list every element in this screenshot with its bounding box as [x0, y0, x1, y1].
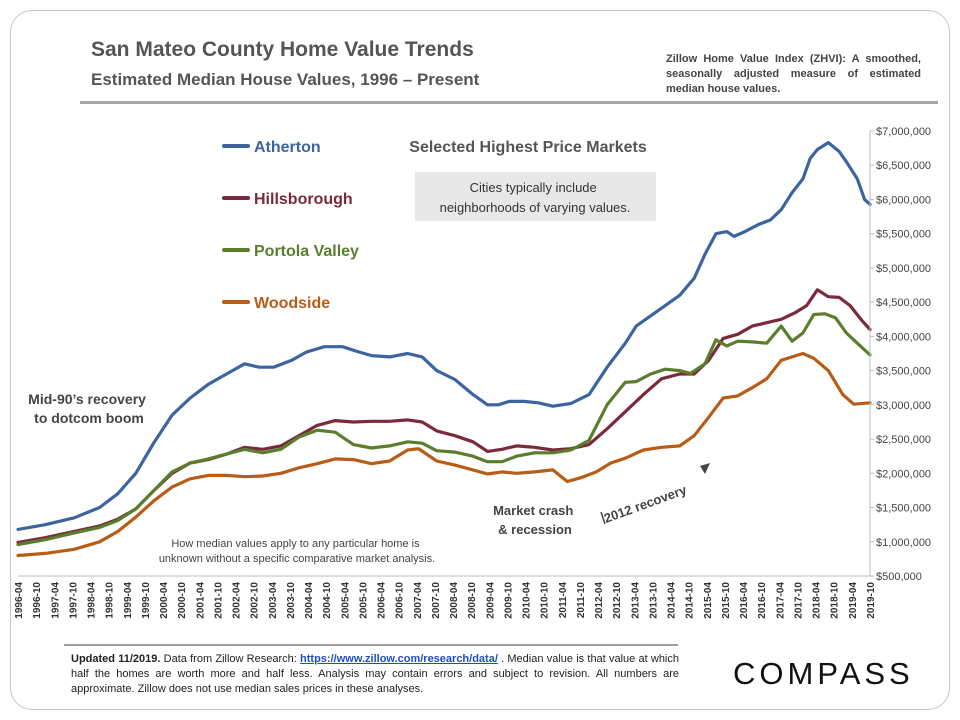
recovery-bar	[600, 511, 606, 525]
x-tick-label: 2013-04	[630, 582, 641, 619]
x-tick-label: 2011-04	[558, 582, 569, 619]
x-tick-label: 2018-10	[830, 582, 841, 619]
x-tick-label: 2011-10	[576, 582, 587, 619]
x-tick-label: 2010-04	[522, 582, 533, 619]
y-tick-label: $2,500,000	[876, 434, 931, 446]
x-tick-label: 2007-10	[431, 582, 442, 619]
x-tick-label: 2003-10	[286, 582, 297, 619]
y-tick-label: $7,000,000	[876, 126, 931, 138]
x-tick-label: 2014-10	[685, 582, 696, 619]
x-tick-label: 1999-04	[123, 582, 134, 619]
callout-text: Cities typically include neighborhoods o…	[440, 180, 631, 215]
legend: Atherton Hillsborough Portola Valley Woodsi…	[222, 139, 359, 312]
x-tick-label: 2012-10	[612, 582, 623, 619]
annotation-dotcom: Mid-90’s recovery to dotcom boom	[28, 391, 150, 426]
y-tick-label: $6,000,000	[876, 194, 931, 206]
x-tick-label: 2003-04	[268, 582, 279, 619]
footer-updated: Updated 11/2019.	[71, 653, 161, 665]
x-tick-label: 2007-04	[413, 582, 424, 619]
x-tick-label: 2004-10	[322, 582, 333, 619]
x-tick-label: 2014-04	[667, 582, 678, 619]
x-tick-label: 1997-04	[50, 582, 61, 619]
x-tick-label: 2004-04	[304, 582, 315, 619]
x-tick-label: 1997-10	[68, 582, 79, 619]
x-axis: 1996-04 1996-10 1997-04 1997-10 1998-04 1998-…	[14, 575, 877, 619]
x-tick-label: 2013-10	[649, 582, 660, 619]
x-tick-label: 2018-04	[812, 582, 823, 619]
x-tick-label: 2019-10	[866, 582, 877, 619]
y-tick-label: $3,000,000	[876, 400, 931, 412]
y-tick-label: $2,000,000	[876, 468, 931, 480]
y-axis: $500,000 $1,000,000 $1,500,000 $2,000,000 $2…	[869, 126, 931, 583]
footer-divider	[64, 644, 678, 646]
x-tick-label: 2001-04	[195, 582, 206, 619]
header-divider	[80, 101, 938, 104]
x-tick-label: 2006-10	[395, 582, 406, 619]
legend-label: Woodside	[254, 295, 330, 312]
slide-frame	[10, 10, 950, 710]
zillow-data-link[interactable]: https://www.zillow.com/research/data/	[300, 653, 498, 665]
y-tick-label: $1,500,000	[876, 503, 931, 515]
x-tick-label: 2000-10	[177, 582, 188, 619]
page-subtitle: Estimated Median House Values, 1996 – Pr…	[91, 70, 480, 89]
annotation-crash: Market crash & recession	[493, 503, 577, 537]
disclaimer-bg	[130, 533, 464, 569]
x-tick-label: 1998-04	[87, 582, 98, 619]
compass-logo: COMPASS	[733, 656, 914, 691]
series-line-woodside	[16, 351, 872, 558]
page-title: San Mateo County Home Value Trends	[91, 38, 474, 61]
y-tick-label: $5,500,000	[876, 229, 931, 241]
x-tick-label: 2016-04	[739, 582, 750, 619]
annotation-disclaimer: How median values apply to any particula…	[159, 538, 435, 565]
series-layer	[16, 141, 872, 558]
x-tick-label: 1998-10	[105, 582, 116, 619]
x-tick-label: 2017-10	[794, 582, 805, 619]
x-tick-label: 2016-10	[757, 582, 768, 619]
legend-label: Atherton	[254, 139, 321, 156]
x-tick-label: 2001-10	[213, 582, 224, 619]
x-tick-label: 2009-04	[485, 582, 496, 619]
y-tick-label: $3,500,000	[876, 366, 931, 378]
x-tick-label: 2010-10	[540, 582, 551, 619]
crash-label-bg	[480, 496, 600, 542]
x-tick-label: 2019-04	[848, 582, 859, 619]
recovery-arrow-icon	[700, 463, 710, 474]
x-tick-label: 1996-04	[14, 582, 25, 619]
y-tick-label: $4,000,000	[876, 331, 931, 343]
x-tick-label: 2002-04	[232, 582, 243, 619]
y-tick-label: $5,000,000	[876, 263, 931, 275]
y-tick-label: $6,500,000	[876, 160, 931, 172]
series-line-hillsborough	[16, 288, 872, 545]
x-tick-label: 2008-04	[449, 582, 460, 619]
x-tick-label: 1996-10	[32, 582, 43, 619]
x-tick-label: 2015-04	[703, 582, 714, 619]
x-tick-label: 1999-10	[141, 582, 152, 619]
footer-text: Updated 11/2019. Data from Zillow Resear…	[71, 652, 679, 697]
series-line-portola-valley	[16, 312, 872, 547]
x-tick-label: 2009-10	[503, 582, 514, 619]
x-tick-label: 2015-10	[721, 582, 732, 619]
x-tick-label: 2000-04	[159, 582, 170, 619]
x-tick-label: 2005-04	[340, 582, 351, 619]
x-tick-label: 2017-04	[775, 582, 786, 619]
x-tick-label: 2002-10	[250, 582, 261, 619]
zhvi-note: Zillow Home Value Index (ZHVI): A smooth…	[666, 53, 921, 95]
y-tick-label: $1,000,000	[876, 537, 931, 549]
x-tick-label: 2006-04	[377, 582, 388, 619]
series-line-atherton	[16, 141, 872, 531]
x-tick-label: 2005-10	[358, 582, 369, 619]
footer-source: Data from Zillow Research:	[160, 653, 301, 665]
footer-disclaimer: . Median value is that value at which ha…	[71, 653, 679, 695]
annotation-2012-recovery: 2012 recovery	[602, 482, 689, 526]
callout-box	[415, 172, 656, 221]
x-tick-label: 2008-10	[467, 582, 478, 619]
chart-title: Selected Highest Price Markets	[409, 139, 647, 156]
y-tick-label: $500,000	[876, 571, 922, 583]
legend-label: Portola Valley	[254, 243, 359, 260]
legend-label: Hillsborough	[254, 191, 353, 208]
x-tick-label: 2012-04	[594, 582, 605, 619]
y-tick-label: $4,500,000	[876, 297, 931, 309]
